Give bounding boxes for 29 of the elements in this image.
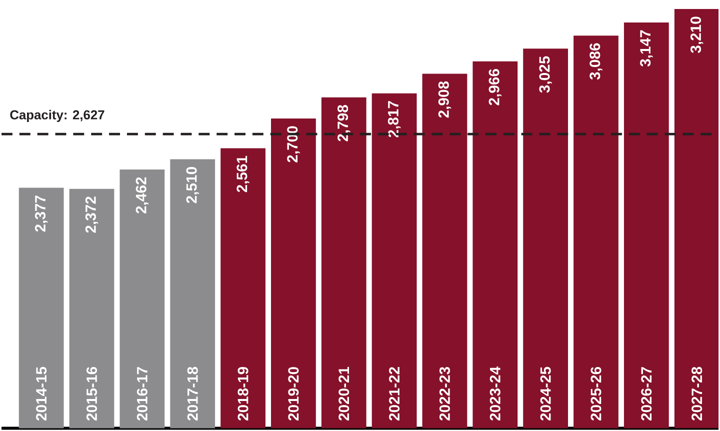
data-label: 3,210 [690, 16, 704, 53]
x-tick-label: 2023-24 [490, 366, 500, 420]
data-label: 2,700 [287, 126, 300, 162]
data-label: 2,561 [236, 156, 250, 192]
data-label: 2,908 [438, 81, 452, 118]
x-tick-label: 2016-17 [136, 367, 148, 420]
data-label: 2,372 [85, 196, 98, 233]
data-label: 2,377 [34, 196, 48, 232]
x-tick-label: 2025-26 [590, 366, 602, 420]
x-tick-label: 2017-18 [187, 366, 198, 420]
x-tick-label: 2026-27 [641, 367, 652, 420]
data-label: 3,025 [539, 56, 552, 93]
data-label: 2,966 [488, 68, 502, 106]
data-label: 3,147 [640, 30, 653, 66]
x-tick-label: 2018-19 [238, 366, 248, 420]
data-label: 2,817 [388, 101, 401, 138]
x-tick-label: 2019-20 [288, 366, 299, 420]
data-label: 3,086 [590, 43, 602, 80]
data-label: 2,798 [338, 104, 350, 142]
x-tick-label: 2015-16 [86, 366, 98, 420]
x-tick-label: 2027-28 [692, 366, 702, 420]
x-tick-label: 2021-22 [389, 366, 400, 420]
ref-line-label: Capacity: 2,627 [10, 110, 104, 122]
x-tick-label: 2024-25 [540, 366, 551, 420]
x-tick-label: 2014-15 [36, 366, 47, 420]
data-label: 2,510 [186, 166, 199, 204]
x-tick-label: 2020-21 [338, 366, 350, 420]
x-tick-label: 2022-23 [439, 366, 450, 420]
data-label: 2,462 [136, 177, 149, 214]
